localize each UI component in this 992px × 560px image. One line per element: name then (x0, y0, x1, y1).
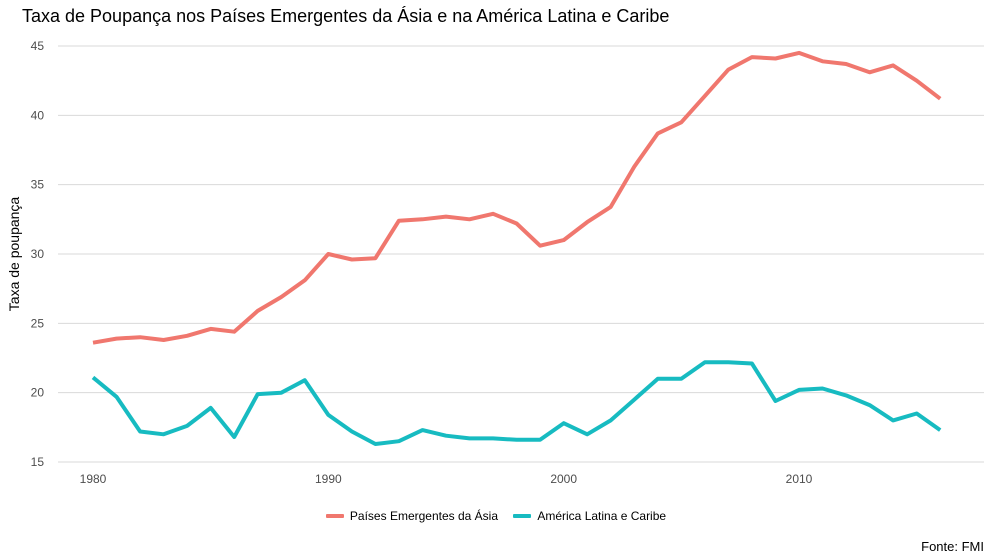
x-tick-labels: 1980 1990 2000 2010 (80, 472, 813, 486)
y-tick-label-20: 20 (31, 386, 45, 400)
y-tick-label-30: 30 (31, 247, 45, 261)
y-axis-label: Taxa de poupança (6, 196, 22, 312)
y-tick-label-35: 35 (31, 178, 45, 192)
source-caption: Fonte: FMI (921, 539, 984, 554)
legend-label-latin-america: América Latina e Caribe (537, 509, 667, 523)
legend-item-latin-america: América Latina e Caribe (513, 509, 666, 523)
x-tick-label-1990: 1990 (315, 472, 342, 486)
legend-item-asia: Países Emergentes da Ásia (325, 509, 498, 523)
chart-title: Taxa de Poupança nos Países Emergentes d… (22, 6, 670, 26)
legend-label-asia: Países Emergentes da Ásia (349, 509, 498, 523)
x-tick-label-2000: 2000 (550, 472, 577, 486)
y-tick-label-25: 25 (31, 316, 45, 330)
y-tick-label-45: 45 (31, 39, 45, 53)
y-tick-labels: 15 20 25 30 35 40 45 (31, 39, 45, 469)
legend-swatch-latin-america (513, 514, 532, 518)
y-tick-label-15: 15 (31, 455, 45, 469)
y-tick-label-40: 40 (31, 108, 45, 122)
grid-lines (58, 45, 984, 463)
series-line-latin-america (91, 360, 942, 446)
legend: Países Emergentes da Ásia América Latina… (0, 507, 992, 523)
x-tick-label-2010: 2010 (786, 472, 813, 486)
x-tick-label-1980: 1980 (80, 472, 107, 486)
series-lines (91, 50, 942, 446)
series-line-asia (92, 50, 942, 345)
legend-swatch-asia (325, 514, 344, 518)
